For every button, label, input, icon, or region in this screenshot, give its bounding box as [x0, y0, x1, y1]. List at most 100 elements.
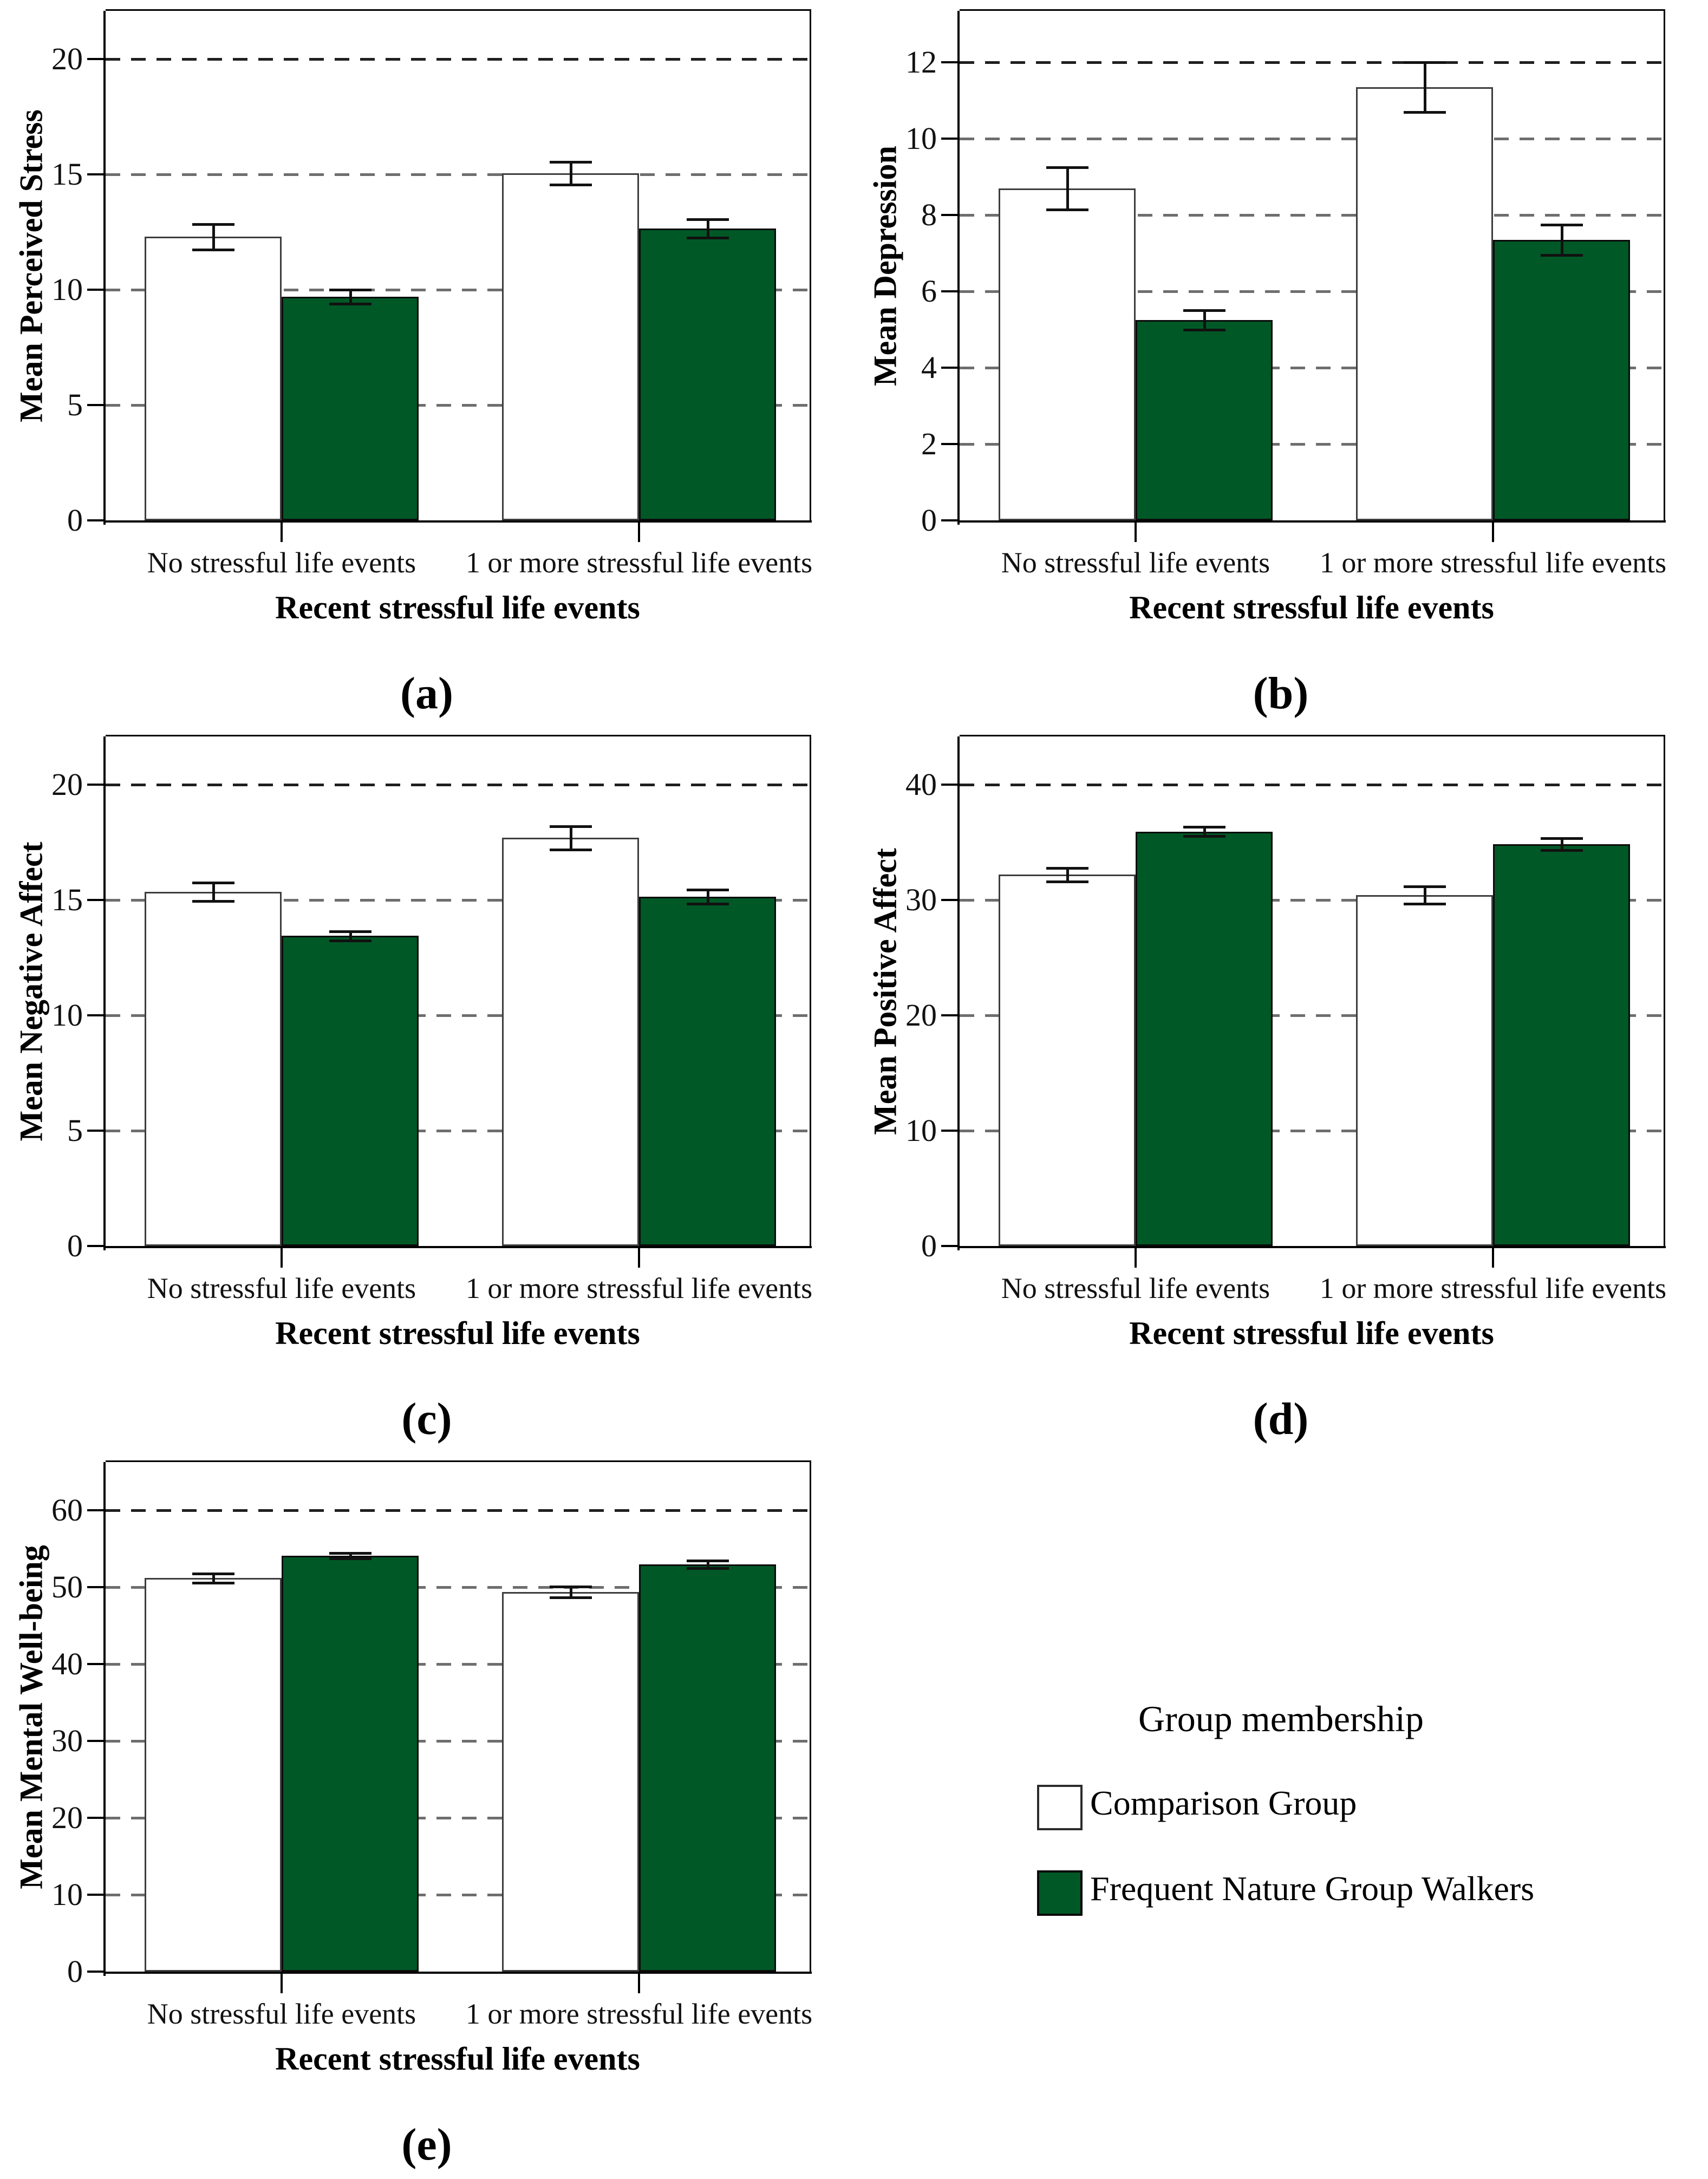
error-bar-cap-bottom	[687, 237, 729, 239]
gridline	[106, 1663, 810, 1666]
y-tick-label: 12	[905, 44, 937, 80]
error-bar-line	[349, 290, 352, 304]
error-bar-cap-bottom	[550, 184, 592, 186]
error-bar-cap-bottom	[687, 1567, 729, 1570]
plot-border-top	[106, 9, 811, 11]
y-tick-label: 15	[51, 156, 83, 192]
x-category-label: 1 or more stressful life events	[465, 1998, 813, 2030]
chart-panel-c: 0 5 10 15 20 No stressful life events 1 or mor…	[0, 726, 854, 1451]
legend: Group membership Comparison Group Freque…	[854, 1451, 1708, 2179]
bar-comparison-cat1	[1356, 895, 1493, 1246]
error-bar-cap-top	[329, 1552, 371, 1555]
error-bar-cap-bottom	[329, 303, 371, 305]
y-axis-title-text: Mean Positive Affect	[867, 848, 903, 1135]
y-tick-mark	[87, 1245, 103, 1247]
y-axis-title-text: Mean Mental Well-being	[13, 1545, 49, 1889]
y-tick-label: 6	[921, 273, 937, 309]
x-category-label: No stressful life events	[147, 546, 416, 579]
y-tick-label: 20	[905, 997, 937, 1033]
bar-walkers-cat0	[1136, 832, 1273, 1246]
y-tick-label: 0	[67, 1954, 83, 1989]
gridline	[106, 784, 810, 786]
plot-border-right	[810, 735, 811, 1248]
y-tick-mark	[941, 1130, 957, 1132]
error-bar-line	[1066, 868, 1069, 882]
x-tick-mark	[281, 1974, 283, 1993]
error-bar-cap-top	[1183, 309, 1225, 312]
y-axis-title-text: Mean Negative Affect	[13, 841, 49, 1141]
x-category-label: 1 or more stressful life events	[1319, 1272, 1667, 1304]
x-axis-title: Recent stressful life events	[275, 2041, 640, 2077]
error-bar-cap-top	[329, 289, 371, 291]
plot-border-right	[1664, 9, 1665, 523]
error-bar-cap-bottom	[1404, 903, 1446, 905]
error-bar-line	[1561, 838, 1563, 850]
y-tick-label: 10	[51, 272, 83, 307]
gridline	[106, 289, 810, 291]
y-tick-mark	[87, 1014, 103, 1016]
bar-walkers-cat0	[282, 297, 419, 520]
y-axis-line	[957, 736, 960, 1250]
error-bar-cap-bottom	[550, 1596, 592, 1599]
y-tick-label: 10	[51, 997, 83, 1033]
y-tick-mark	[87, 1971, 103, 1973]
x-axis-line	[957, 520, 1666, 523]
plot-border-right	[810, 9, 811, 523]
gridline	[106, 1130, 810, 1132]
y-tick-mark	[87, 1740, 103, 1742]
error-bar-cap-bottom	[687, 903, 729, 905]
gridline	[960, 290, 1664, 293]
gridline	[106, 1509, 810, 1512]
x-category-label: 1 or more stressful life events	[465, 1272, 813, 1304]
y-tick-mark	[941, 1014, 957, 1016]
y-axis-title-text: Mean Perceived Stress	[13, 109, 49, 422]
gridline	[106, 1817, 810, 1819]
plot-border-top	[106, 1460, 811, 1462]
y-tick-mark	[87, 289, 103, 291]
error-bar-cap-top	[1046, 867, 1088, 870]
y-tick-label: 10	[905, 1113, 937, 1148]
y-tick-mark	[87, 58, 103, 60]
gridline	[960, 1130, 1664, 1132]
y-tick-mark	[941, 519, 957, 521]
error-bar-cap-top	[550, 161, 592, 164]
y-tick-mark	[941, 899, 957, 901]
gridline	[106, 899, 810, 902]
x-axis-line	[103, 1246, 812, 1248]
legend-swatch-comparison-icon	[1037, 1785, 1083, 1830]
plot-border-top	[960, 735, 1665, 736]
gridline	[960, 1014, 1664, 1017]
panel-letter-a: (a)	[400, 668, 453, 719]
bar-comparison-cat0	[145, 892, 282, 1246]
error-bar-cap-top	[1183, 826, 1225, 828]
y-tick-mark	[87, 519, 103, 521]
y-tick-label: 0	[67, 1228, 83, 1263]
bar-walkers-cat1	[1493, 844, 1630, 1246]
y-tick-label: 20	[51, 41, 83, 76]
panel-letter-d: (d)	[1253, 1394, 1309, 1444]
error-bar-line	[1203, 310, 1206, 329]
x-tick-mark	[638, 1974, 640, 1993]
y-axis-line	[957, 11, 960, 525]
chart-panel-a: 0 5 10 15 20 No stressful life events 1 or mor…	[0, 0, 854, 726]
plot-border-top	[960, 9, 1665, 11]
x-tick-mark	[638, 1248, 640, 1268]
y-tick-label: 4	[921, 350, 937, 385]
y-tick-label: 50	[51, 1569, 83, 1604]
error-bar-cap-top	[1404, 61, 1446, 64]
panel-letter-b: (b)	[1253, 668, 1309, 719]
chart-panel-d: 0 10 20 30 40 No stressful life events 1 or mo…	[854, 726, 1708, 1451]
x-tick-mark	[281, 1248, 283, 1268]
bar-comparison-cat0	[145, 1578, 282, 1972]
y-tick-mark	[87, 1586, 103, 1588]
error-bar-line	[1424, 62, 1426, 112]
y-tick-label: 40	[51, 1646, 83, 1681]
error-bar-cap-bottom	[1541, 254, 1583, 257]
gridline	[106, 58, 810, 61]
x-tick-mark	[1135, 1248, 1137, 1268]
gridline	[106, 1586, 810, 1589]
x-axis-title: Recent stressful life events	[275, 1315, 640, 1351]
legend-swatch-walkers-icon	[1037, 1870, 1083, 1916]
y-tick-label: 30	[51, 1723, 83, 1758]
